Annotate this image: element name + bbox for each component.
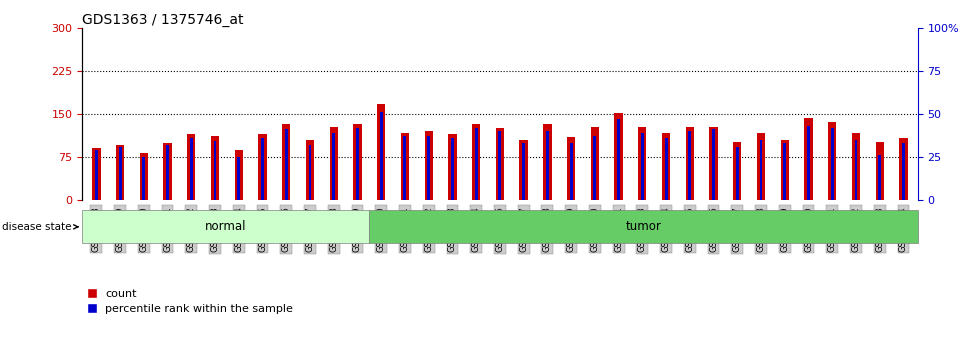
Bar bbox=[593, 136, 596, 200]
Bar bbox=[190, 138, 193, 200]
Bar bbox=[878, 155, 881, 200]
Bar bbox=[474, 128, 477, 200]
Bar bbox=[261, 138, 264, 200]
Bar bbox=[759, 140, 762, 200]
Bar bbox=[543, 124, 552, 200]
Bar bbox=[662, 134, 670, 200]
Bar bbox=[639, 127, 646, 200]
Bar bbox=[523, 143, 526, 200]
Bar bbox=[142, 157, 145, 200]
Bar bbox=[451, 138, 454, 200]
Bar bbox=[187, 134, 195, 200]
Legend: count, percentile rank within the sample: count, percentile rank within the sample bbox=[88, 288, 294, 314]
Bar bbox=[213, 141, 216, 200]
Bar bbox=[899, 138, 908, 200]
Bar bbox=[712, 129, 715, 200]
Bar bbox=[733, 142, 742, 200]
Bar bbox=[736, 147, 739, 200]
Bar bbox=[306, 140, 314, 200]
Bar bbox=[285, 129, 288, 200]
Bar bbox=[781, 140, 789, 200]
Bar bbox=[119, 147, 122, 200]
Bar bbox=[380, 112, 383, 200]
Bar bbox=[783, 143, 786, 200]
Text: normal: normal bbox=[205, 220, 246, 233]
Bar bbox=[855, 140, 858, 200]
FancyBboxPatch shape bbox=[82, 210, 369, 243]
Bar bbox=[238, 157, 241, 200]
Bar bbox=[496, 128, 504, 200]
Bar bbox=[282, 124, 291, 200]
Bar bbox=[166, 145, 169, 200]
Bar bbox=[902, 143, 905, 200]
Bar bbox=[570, 143, 573, 200]
Bar bbox=[831, 128, 834, 200]
Bar bbox=[95, 150, 98, 200]
Bar bbox=[686, 127, 694, 200]
Bar bbox=[640, 133, 643, 200]
Bar bbox=[498, 131, 501, 200]
Bar bbox=[875, 142, 884, 200]
Bar bbox=[709, 127, 718, 200]
Bar bbox=[807, 126, 810, 200]
Bar bbox=[590, 127, 599, 200]
Bar bbox=[617, 119, 620, 200]
Bar bbox=[356, 128, 359, 200]
FancyBboxPatch shape bbox=[369, 210, 918, 243]
Bar bbox=[354, 124, 361, 200]
Bar bbox=[211, 136, 219, 200]
Bar bbox=[852, 134, 860, 200]
Bar bbox=[448, 134, 457, 200]
Bar bbox=[163, 142, 172, 200]
Bar bbox=[805, 118, 812, 200]
Bar bbox=[116, 146, 125, 200]
Bar bbox=[92, 148, 100, 200]
Bar bbox=[377, 104, 385, 200]
Bar bbox=[235, 149, 242, 200]
Bar bbox=[404, 136, 407, 200]
Text: tumor: tumor bbox=[625, 220, 661, 233]
Bar bbox=[329, 127, 338, 200]
Bar bbox=[546, 131, 549, 200]
Bar bbox=[308, 145, 311, 200]
Bar bbox=[689, 131, 692, 200]
Bar bbox=[332, 133, 335, 200]
Bar bbox=[427, 136, 430, 200]
Text: GDS1363 / 1375746_at: GDS1363 / 1375746_at bbox=[82, 12, 243, 27]
Bar bbox=[614, 113, 623, 200]
Bar bbox=[401, 134, 410, 200]
Bar bbox=[567, 137, 576, 200]
Bar bbox=[472, 124, 480, 200]
Bar bbox=[258, 134, 267, 200]
Bar bbox=[424, 131, 433, 200]
Text: disease state: disease state bbox=[2, 222, 78, 232]
Bar bbox=[828, 122, 837, 200]
Bar bbox=[520, 140, 527, 200]
Bar bbox=[665, 138, 668, 200]
Bar bbox=[757, 134, 765, 200]
Bar bbox=[140, 153, 148, 200]
